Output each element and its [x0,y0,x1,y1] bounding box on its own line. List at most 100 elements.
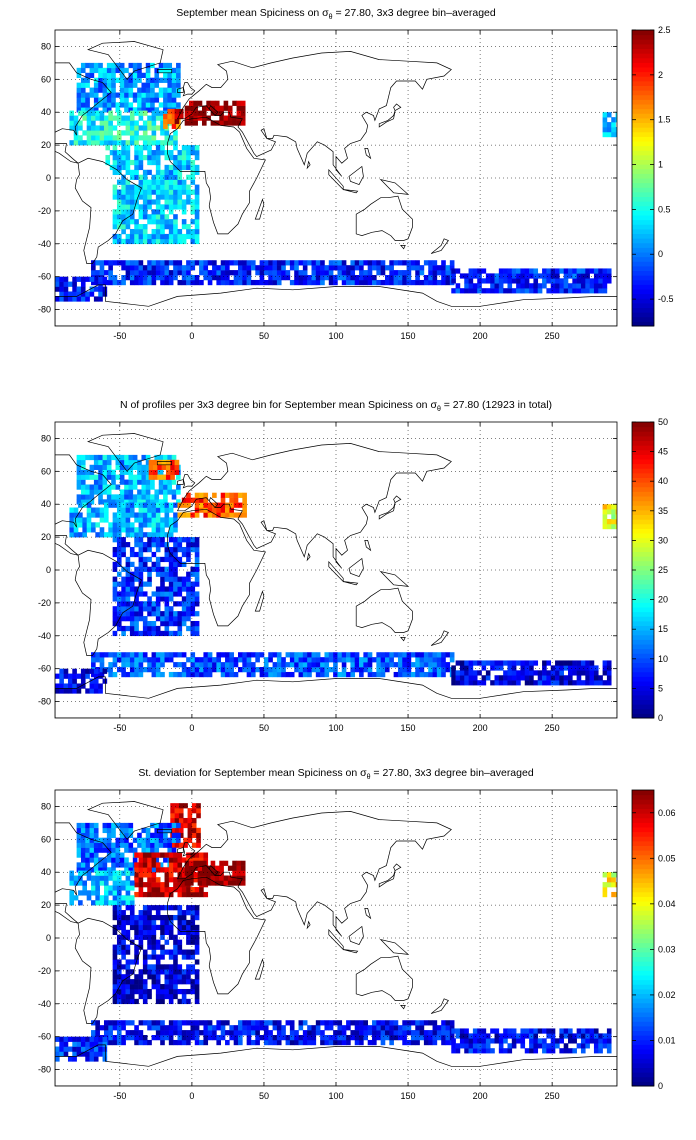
heatmap-cell [160,275,165,281]
heatmap-cell [337,1020,343,1026]
heatmap-cell [134,224,139,230]
heatmap-cell [160,527,165,533]
heatmap-cell [147,606,152,612]
heatmap-cell [207,1030,213,1036]
colorbar-segment [632,928,654,934]
heatmap-cell [155,502,161,508]
heatmap-cell [186,596,191,602]
plot-area [55,801,617,1086]
heatmap-cell [367,265,373,271]
heatmap-cell [524,283,530,289]
colorbar-segment [632,141,654,147]
heatmap-cell [229,507,234,513]
heatmap-cell [164,625,170,632]
heatmap-cell [511,675,517,681]
heatmap-cell [542,665,547,671]
heatmap-cell [194,228,200,235]
coastline [379,570,410,587]
heatmap-cell [576,665,582,671]
heatmap-cell [285,662,291,668]
heatmap-cell [116,154,122,161]
heatmap-cell [524,1033,530,1039]
heatmap-cell [238,260,243,266]
heatmap-cell [602,660,608,666]
colorbar-segment [632,279,654,285]
heatmap-cell [233,275,239,281]
heatmap-cell [240,120,246,126]
heatmap-cell [173,601,178,607]
heatmap-cell [186,954,191,960]
heatmap-cell [116,115,122,121]
heatmap-cell [459,1038,465,1044]
heatmap-cell [138,929,144,936]
heatmap-cell [346,652,351,658]
heatmap-cell [190,988,196,995]
heatmap-cell [119,464,125,470]
heatmap-cell [99,900,105,906]
heatmap-cell [111,102,116,108]
heatmap-cell [151,964,157,970]
heatmap-cell [158,454,164,461]
heatmap-cell [572,1048,577,1054]
heatmap-cell [176,87,181,93]
heatmap-cell [563,665,569,671]
heatmap-cell [384,1020,390,1026]
heatmap-cell [186,174,191,180]
heatmap-cell [615,131,617,138]
heatmap-cell [207,671,213,678]
heatmap-cell [259,279,265,286]
heatmap-cell [155,939,161,945]
heatmap-cell [203,270,209,276]
heatmap-cell [533,1048,539,1054]
heatmap-cell [602,882,608,888]
heatmap-cell [285,275,291,281]
heatmap-cell [190,1025,196,1031]
heatmap-cell [177,887,183,893]
heatmap-cell [151,551,157,558]
heatmap-cell [129,616,135,622]
heatmap-cell [82,115,87,121]
heatmap-cell [272,270,278,276]
heatmap-cell [147,576,152,582]
heatmap-cell [112,145,118,151]
heatmap-cell [459,1043,465,1049]
heatmap-cell [236,860,242,866]
x-tick-label: -50 [113,1091,126,1101]
heatmap-cell [268,1035,273,1041]
heatmap-cell [320,1030,325,1036]
heatmap-cell [341,1025,347,1031]
heatmap-cell [341,667,347,673]
coastline [74,157,142,264]
heatmap-cell [115,474,121,480]
heatmap-cell [112,1039,118,1046]
heatmap-cell [389,1035,394,1041]
heatmap-cell [76,291,82,297]
heatmap-cell [152,459,158,466]
heatmap-cell [359,1030,364,1036]
heatmap-cell [602,273,608,279]
heatmap-cell [158,822,164,829]
heatmap-cell [606,504,612,510]
heatmap-cell [464,670,469,676]
heatmap-cell [333,1020,338,1026]
heatmap-cell [168,657,174,663]
heatmap-cell [128,494,134,500]
colorbar-tick-label: 5 [658,683,663,693]
heatmap-cell [89,291,95,297]
heatmap-cell [194,571,200,577]
heatmap-cell [119,862,125,868]
heatmap-cell [201,870,207,876]
heatmap-cell [89,276,95,282]
heatmap-cell [576,273,582,279]
heatmap-cell [112,581,118,587]
heatmap-cell [137,67,142,74]
heatmap-cell [141,489,147,495]
heatmap-cell [276,1039,282,1046]
coastline [393,495,402,504]
colorbar-tick-label: 25 [658,565,668,575]
heatmap-cell [298,1020,304,1026]
colorbar-segment [632,565,654,571]
heatmap-cell [164,164,170,171]
heatmap-cell [93,862,99,868]
heatmap-cell [520,268,526,274]
